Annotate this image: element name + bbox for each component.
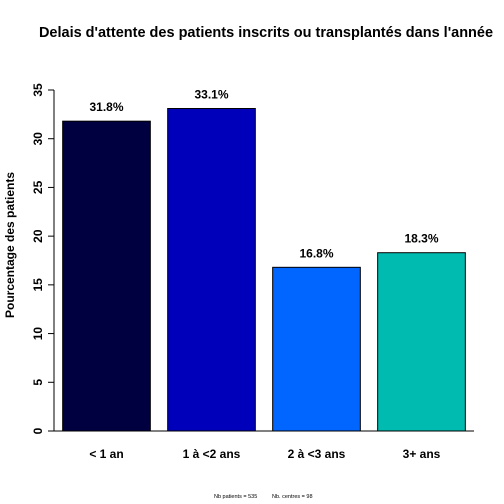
data-labels: 31.8% 33.1% 16.8% 18.3% [89,88,438,261]
y-tick-label: 10 [31,327,45,341]
footnote-patients: Nb patients = 535 [214,494,257,500]
footnote-centres: Nb. centres = 98 [272,494,313,500]
bar [62,120,151,432]
bar-data-label: 18.3% [404,232,438,246]
x-tick-label: 1 à <2 ans [183,447,241,461]
bar [167,108,256,432]
chart-title: Delais d'attente des patients inscrits o… [39,25,493,41]
y-tick-label: 5 [31,379,45,386]
x-tick-label: 2 à <3 ans [288,447,346,461]
x-tick-label: 3+ ans [403,447,441,461]
bar-data-label: 33.1% [194,88,228,102]
y-axis: 0 5 10 15 20 25 30 35 [31,83,55,434]
y-axis-label: Pourcentage des patients [3,172,17,318]
bar [272,266,361,432]
bar-data-label: 16.8% [299,246,333,260]
y-tick-label: 0 [31,427,45,434]
y-tick-label: 15 [31,278,45,292]
y-tick-label: 30 [31,132,45,146]
bar [377,252,466,432]
x-tick-label: < 1 an [89,447,123,461]
y-tick-label: 20 [31,229,45,243]
x-axis-tick-labels: < 1 an 1 à <2 ans 2 à <3 ans 3+ ans [89,447,440,461]
bar-data-label: 31.8% [89,100,123,114]
bars [62,108,466,432]
y-tick-label: 35 [31,83,45,97]
y-tick-label: 25 [31,180,45,194]
